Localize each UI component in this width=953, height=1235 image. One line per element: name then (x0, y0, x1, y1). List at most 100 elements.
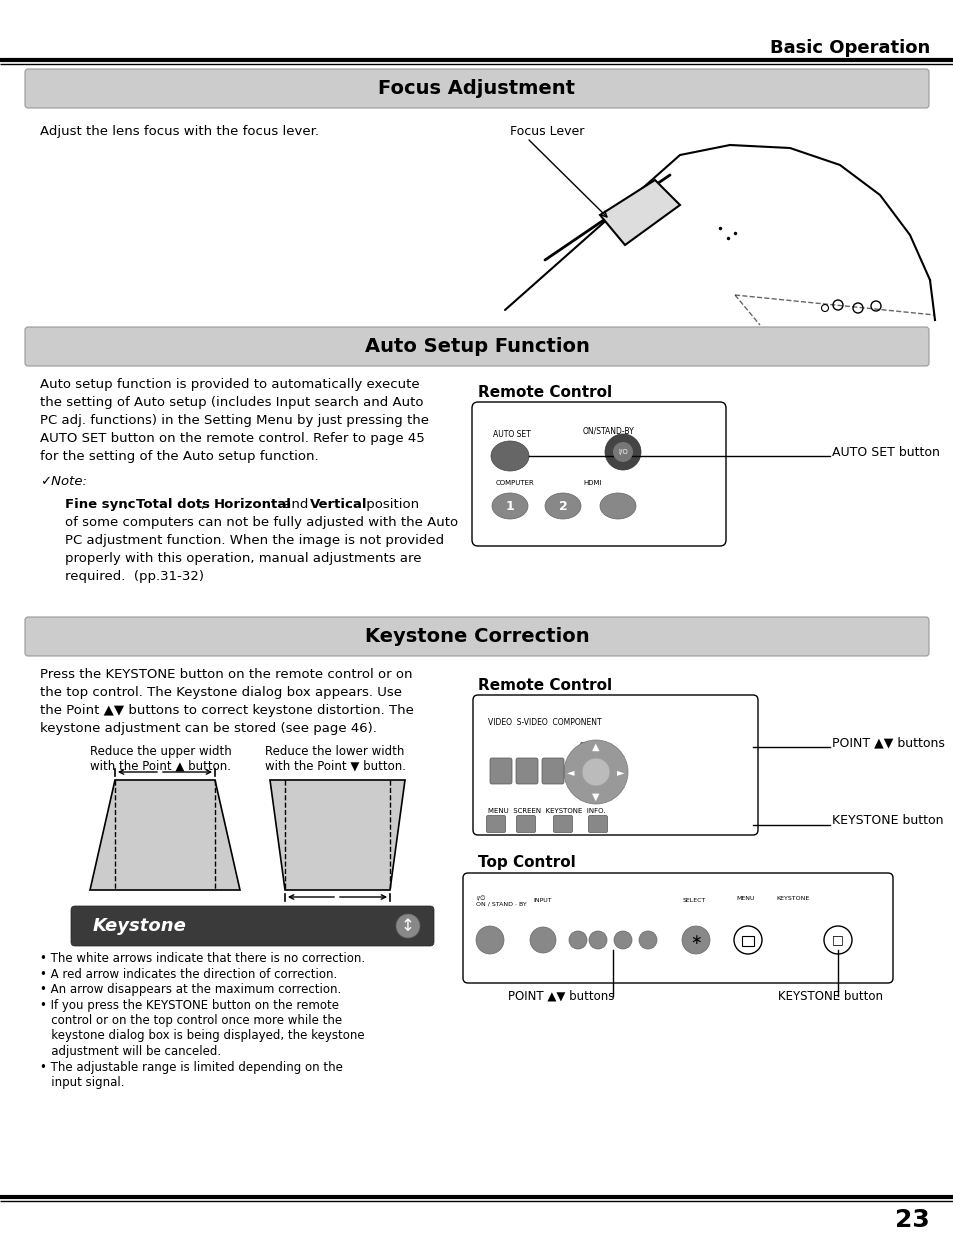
Circle shape (614, 931, 631, 948)
Text: with the Point ▲ button.: with the Point ▲ button. (90, 760, 231, 773)
Text: ▼: ▼ (592, 792, 599, 802)
FancyBboxPatch shape (472, 403, 725, 546)
Text: ►: ► (617, 767, 624, 777)
Circle shape (604, 433, 640, 471)
Text: I/∅
ON / STAND · BY: I/∅ ON / STAND · BY (476, 897, 526, 906)
Text: 23: 23 (894, 1208, 928, 1233)
Text: VIDEO  S-VIDEO  COMPONENT: VIDEO S-VIDEO COMPONENT (488, 718, 601, 727)
Text: ◄: ◄ (567, 767, 574, 777)
Text: SELECT: SELECT (682, 898, 705, 903)
Text: AUTO SET button on the remote control. Refer to page 45: AUTO SET button on the remote control. R… (40, 432, 424, 445)
FancyBboxPatch shape (473, 695, 758, 835)
Text: AUTO SET: AUTO SET (493, 430, 530, 438)
Text: Press the KEYSTONE button on the remote control or on: Press the KEYSTONE button on the remote … (40, 668, 412, 680)
Text: • The adjustable range is limited depending on the: • The adjustable range is limited depend… (40, 1061, 342, 1073)
Text: Reduce the lower width: Reduce the lower width (265, 745, 404, 758)
Text: ✓Note:: ✓Note: (40, 475, 87, 488)
Text: properly with this operation, manual adjustments are: properly with this operation, manual adj… (65, 552, 421, 564)
Text: • An arrow disappears at the maximum correction.: • An arrow disappears at the maximum cor… (40, 983, 341, 995)
Text: 2: 2 (558, 499, 567, 513)
Circle shape (823, 926, 851, 953)
Text: the top control. The Keystone dialog box appears. Use: the top control. The Keystone dialog box… (40, 685, 401, 699)
Text: MENU  SCREEN  KEYSTONE  INFO.: MENU SCREEN KEYSTONE INFO. (488, 808, 605, 814)
Circle shape (639, 931, 657, 948)
FancyBboxPatch shape (25, 618, 928, 656)
Text: with the Point ▼ button.: with the Point ▼ button. (265, 760, 406, 773)
Circle shape (476, 926, 503, 953)
Text: control or on the top control once more while the: control or on the top control once more … (40, 1014, 342, 1028)
Circle shape (613, 442, 633, 462)
Text: of some computers can not be fully adjusted with the Auto: of some computers can not be fully adjus… (65, 516, 457, 529)
Text: Focus Adjustment: Focus Adjustment (378, 79, 575, 98)
Text: ↕: ↕ (400, 918, 415, 935)
Text: the Point ▲▼ buttons to correct keystone distortion. The: the Point ▲▼ buttons to correct keystone… (40, 704, 414, 718)
Ellipse shape (492, 493, 527, 519)
Text: Auto Setup Function: Auto Setup Function (364, 337, 589, 356)
Text: Remote Control: Remote Control (477, 678, 612, 693)
Text: ON/STAND-BY: ON/STAND-BY (582, 426, 634, 435)
FancyBboxPatch shape (516, 815, 535, 832)
Text: □: □ (831, 934, 843, 946)
Text: for the setting of the Auto setup function.: for the setting of the Auto setup functi… (40, 450, 318, 463)
Text: keystone dialog box is being displayed, the keystone: keystone dialog box is being displayed, … (40, 1030, 364, 1042)
Text: POINT ▲▼ buttons: POINT ▲▼ buttons (831, 736, 943, 750)
Text: Adjust the lens focus with the focus lever.: Adjust the lens focus with the focus lev… (40, 125, 318, 138)
Text: keystone adjustment can be stored (see page 46).: keystone adjustment can be stored (see p… (40, 722, 376, 735)
FancyBboxPatch shape (462, 873, 892, 983)
Text: Vertical: Vertical (310, 498, 367, 511)
Text: Top Control: Top Control (477, 855, 576, 869)
Text: KEYSTONE button: KEYSTONE button (778, 990, 882, 1003)
Text: Remote Control: Remote Control (477, 385, 612, 400)
Text: ,: , (201, 498, 210, 511)
Circle shape (681, 926, 709, 953)
Polygon shape (270, 781, 405, 890)
Text: PC adjustment function. When the image is not provided: PC adjustment function. When the image i… (65, 534, 444, 547)
Text: adjustment will be canceled.: adjustment will be canceled. (40, 1045, 221, 1058)
Ellipse shape (544, 493, 580, 519)
Text: Focus Lever: Focus Lever (510, 125, 584, 138)
Ellipse shape (599, 493, 636, 519)
Text: position: position (361, 498, 418, 511)
Circle shape (568, 931, 586, 948)
Text: Reduce the upper width: Reduce the upper width (90, 745, 232, 758)
FancyBboxPatch shape (741, 936, 753, 946)
Circle shape (581, 758, 609, 785)
Text: Keystone Correction: Keystone Correction (364, 627, 589, 646)
Circle shape (563, 740, 627, 804)
Text: Basic Operation: Basic Operation (769, 40, 929, 57)
Text: required.  (pp.31-32): required. (pp.31-32) (65, 571, 204, 583)
Polygon shape (90, 781, 240, 890)
Text: the setting of Auto setup (includes Input search and Auto: the setting of Auto setup (includes Inpu… (40, 396, 423, 409)
Text: Keystone: Keystone (92, 918, 187, 935)
Circle shape (733, 926, 761, 953)
FancyBboxPatch shape (588, 815, 607, 832)
FancyBboxPatch shape (25, 327, 928, 366)
Text: input signal.: input signal. (40, 1076, 125, 1089)
Ellipse shape (491, 441, 529, 471)
Text: ▲: ▲ (592, 742, 599, 752)
Text: I/O: I/O (618, 450, 627, 454)
Text: • A red arrow indicates the direction of correction.: • A red arrow indicates the direction of… (40, 967, 337, 981)
FancyBboxPatch shape (516, 758, 537, 784)
FancyBboxPatch shape (486, 815, 505, 832)
Circle shape (395, 914, 419, 939)
Text: PC adj. functions) in the Setting Menu by just pressing the: PC adj. functions) in the Setting Menu b… (40, 414, 429, 427)
Text: KEYSTONE button: KEYSTONE button (831, 815, 943, 827)
Text: AUTO SET button: AUTO SET button (831, 446, 939, 458)
Text: Horizontal: Horizontal (213, 498, 291, 511)
Text: Auto setup function is provided to automatically execute: Auto setup function is provided to autom… (40, 378, 419, 391)
Text: • The white arrows indicate that there is no correction.: • The white arrows indicate that there i… (40, 952, 365, 965)
Text: Total dots: Total dots (136, 498, 210, 511)
Text: KEYSTONE: KEYSTONE (775, 897, 808, 902)
Text: ∗: ∗ (689, 932, 701, 947)
Text: MENU: MENU (735, 897, 754, 902)
FancyBboxPatch shape (25, 69, 928, 107)
FancyBboxPatch shape (490, 758, 512, 784)
Text: and: and (278, 498, 312, 511)
Text: SELECT: SELECT (579, 742, 605, 748)
Circle shape (588, 931, 606, 948)
FancyBboxPatch shape (71, 906, 434, 946)
FancyBboxPatch shape (541, 758, 563, 784)
Text: • If you press the KEYSTONE button on the remote: • If you press the KEYSTONE button on th… (40, 999, 338, 1011)
Text: POINT ▲▼ buttons: POINT ▲▼ buttons (507, 990, 614, 1003)
